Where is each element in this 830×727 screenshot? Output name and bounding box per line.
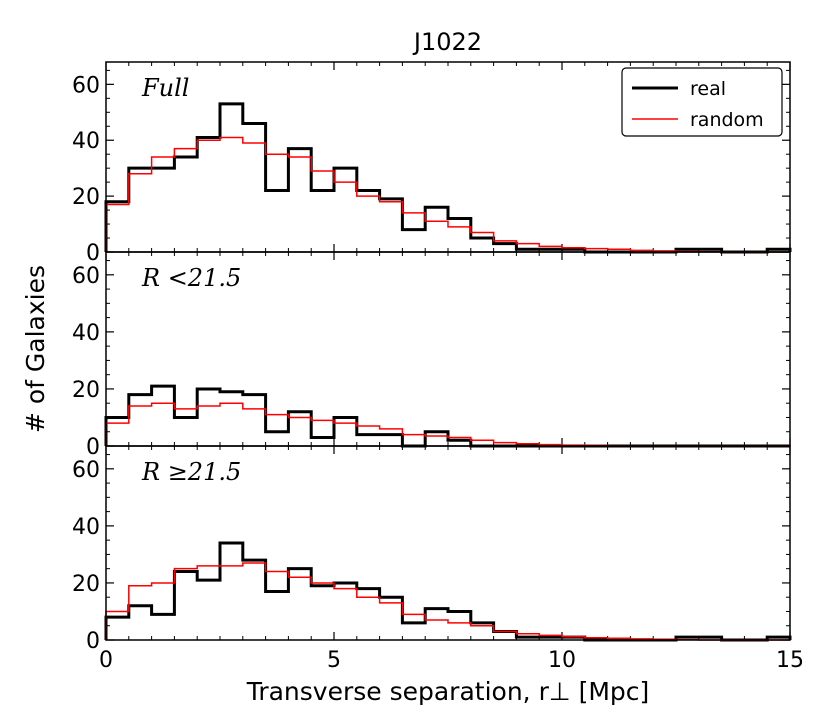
- y-tick-label: 60: [72, 458, 100, 483]
- y-tick-label: 40: [72, 515, 100, 540]
- panel-label: R ≥21.5: [141, 458, 241, 486]
- y-tick-label: 20: [72, 378, 100, 403]
- y-tick-label: 20: [72, 185, 100, 210]
- y-tick-label: 40: [72, 321, 100, 346]
- y-tick-label: 40: [72, 129, 100, 154]
- y-tick-label: 0: [86, 435, 100, 460]
- y-tick-label: 60: [72, 73, 100, 98]
- series-random-step-line: [105, 136, 790, 253]
- y-tick-label: 60: [72, 264, 100, 289]
- panel-label: Full: [141, 74, 189, 102]
- x-tick-label: 15: [776, 648, 804, 673]
- series-real-step-line: [104, 541, 792, 642]
- x-tick-label: 5: [327, 648, 341, 673]
- panel-3: 0 20 40 60 R ≥21.5: [72, 445, 792, 654]
- legend-real-label: real: [690, 78, 726, 100]
- x-tick-label: 10: [548, 648, 576, 673]
- panel-label: R <21.5: [141, 264, 241, 292]
- panel-2: 0 20 40 60 R <21.5: [72, 251, 791, 460]
- y-tick-label: 0: [86, 629, 100, 654]
- x-tick-label: 0: [99, 648, 113, 673]
- chart-title: J1022: [412, 28, 482, 56]
- y-axis-label: # of Galaxies: [21, 265, 50, 433]
- y-tick-label: 0: [86, 241, 100, 266]
- series-random-step-line: [105, 562, 790, 641]
- panel-frame: [105, 445, 791, 641]
- legend-random-label: random: [690, 109, 764, 131]
- x-axis-label: Transverse separation, r⊥ [Mpc]: [246, 677, 650, 706]
- legend: real random: [621, 67, 783, 137]
- y-tick-label: 20: [72, 572, 100, 597]
